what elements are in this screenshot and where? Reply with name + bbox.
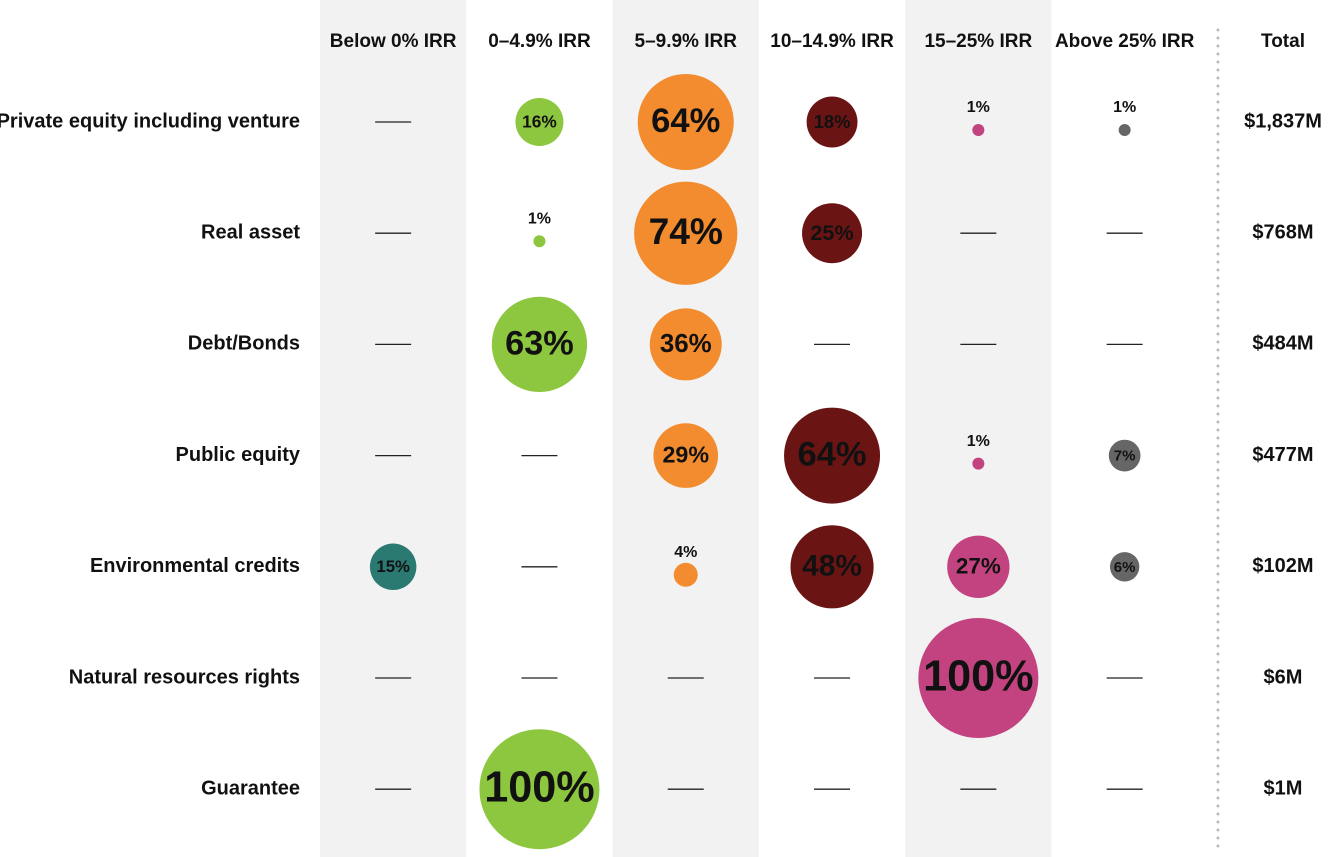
bubble	[972, 457, 985, 470]
column-band	[320, 0, 467, 857]
row-total: $1M	[1264, 777, 1303, 799]
row-total: $6M	[1264, 666, 1303, 688]
row-label: Debt/Bonds	[188, 333, 300, 355]
bubble-label: 1%	[528, 210, 551, 227]
bubble-label: 64%	[797, 436, 866, 474]
bubble	[533, 235, 546, 248]
row-total: $1,837M	[1244, 110, 1322, 132]
total-header: Total	[1261, 31, 1305, 52]
column-header: 5–9.9% IRR	[635, 31, 738, 52]
bubble-label: 29%	[662, 442, 709, 468]
row-label: Natural resources rights	[69, 666, 300, 688]
row-label: Public equity	[176, 444, 301, 466]
row-label: Real asset	[201, 221, 300, 243]
column-header: Below 0% IRR	[330, 31, 457, 52]
bubble-label: 1%	[967, 99, 990, 116]
row-label: Guarantee	[201, 777, 300, 799]
bubble	[972, 124, 985, 136]
bubble	[479, 729, 600, 850]
bubble	[802, 203, 863, 264]
bubble-label: 36%	[660, 330, 712, 358]
bubble-label: 100%	[923, 652, 1033, 700]
bubble-label: 74%	[649, 210, 723, 252]
bubble	[491, 296, 588, 393]
bubble-label: 15%	[376, 557, 410, 576]
bubble	[1108, 439, 1141, 472]
bubble-label: 6%	[1114, 559, 1136, 576]
row-label: Private equity including venture	[0, 110, 300, 132]
bubble-label: 4%	[674, 544, 697, 561]
bubble	[918, 618, 1039, 738]
bubble-label: 27%	[956, 554, 1001, 579]
row-total: $477M	[1252, 444, 1313, 466]
bubble-label: 64%	[651, 102, 720, 140]
bubble	[784, 407, 881, 504]
bubble	[637, 74, 734, 170]
row-total: $768M	[1252, 221, 1313, 243]
bubble-label: 1%	[1113, 99, 1136, 116]
bubble-label: 16%	[522, 112, 557, 132]
bubble-label: 18%	[814, 111, 851, 132]
bubble-label: 100%	[484, 764, 594, 812]
bubble	[653, 423, 719, 488]
column-header: Above 25% IRR	[1055, 31, 1195, 52]
bubble	[515, 98, 564, 146]
row-total: $484M	[1252, 333, 1313, 355]
bubble-label: 1%	[967, 433, 990, 450]
bubble	[369, 543, 417, 591]
bubble-label: 7%	[1114, 448, 1136, 465]
column-header: 10–14.9% IRR	[770, 31, 894, 52]
column-header: 15–25% IRR	[924, 31, 1032, 52]
bubble	[1118, 124, 1131, 136]
column-header: 0–4.9% IRR	[488, 31, 591, 52]
bubble-label: 25%	[810, 220, 853, 245]
bubble-label: 63%	[505, 324, 574, 362]
bubble	[649, 308, 722, 381]
bubble	[1109, 552, 1140, 582]
row-total: $102M	[1252, 555, 1313, 577]
bubble	[806, 96, 858, 148]
bubble	[634, 181, 738, 285]
bubble	[790, 525, 874, 609]
bubble	[947, 535, 1010, 598]
row-label: Environmental credits	[90, 555, 300, 577]
bubble	[673, 562, 698, 587]
bubble-label: 48%	[802, 550, 862, 583]
